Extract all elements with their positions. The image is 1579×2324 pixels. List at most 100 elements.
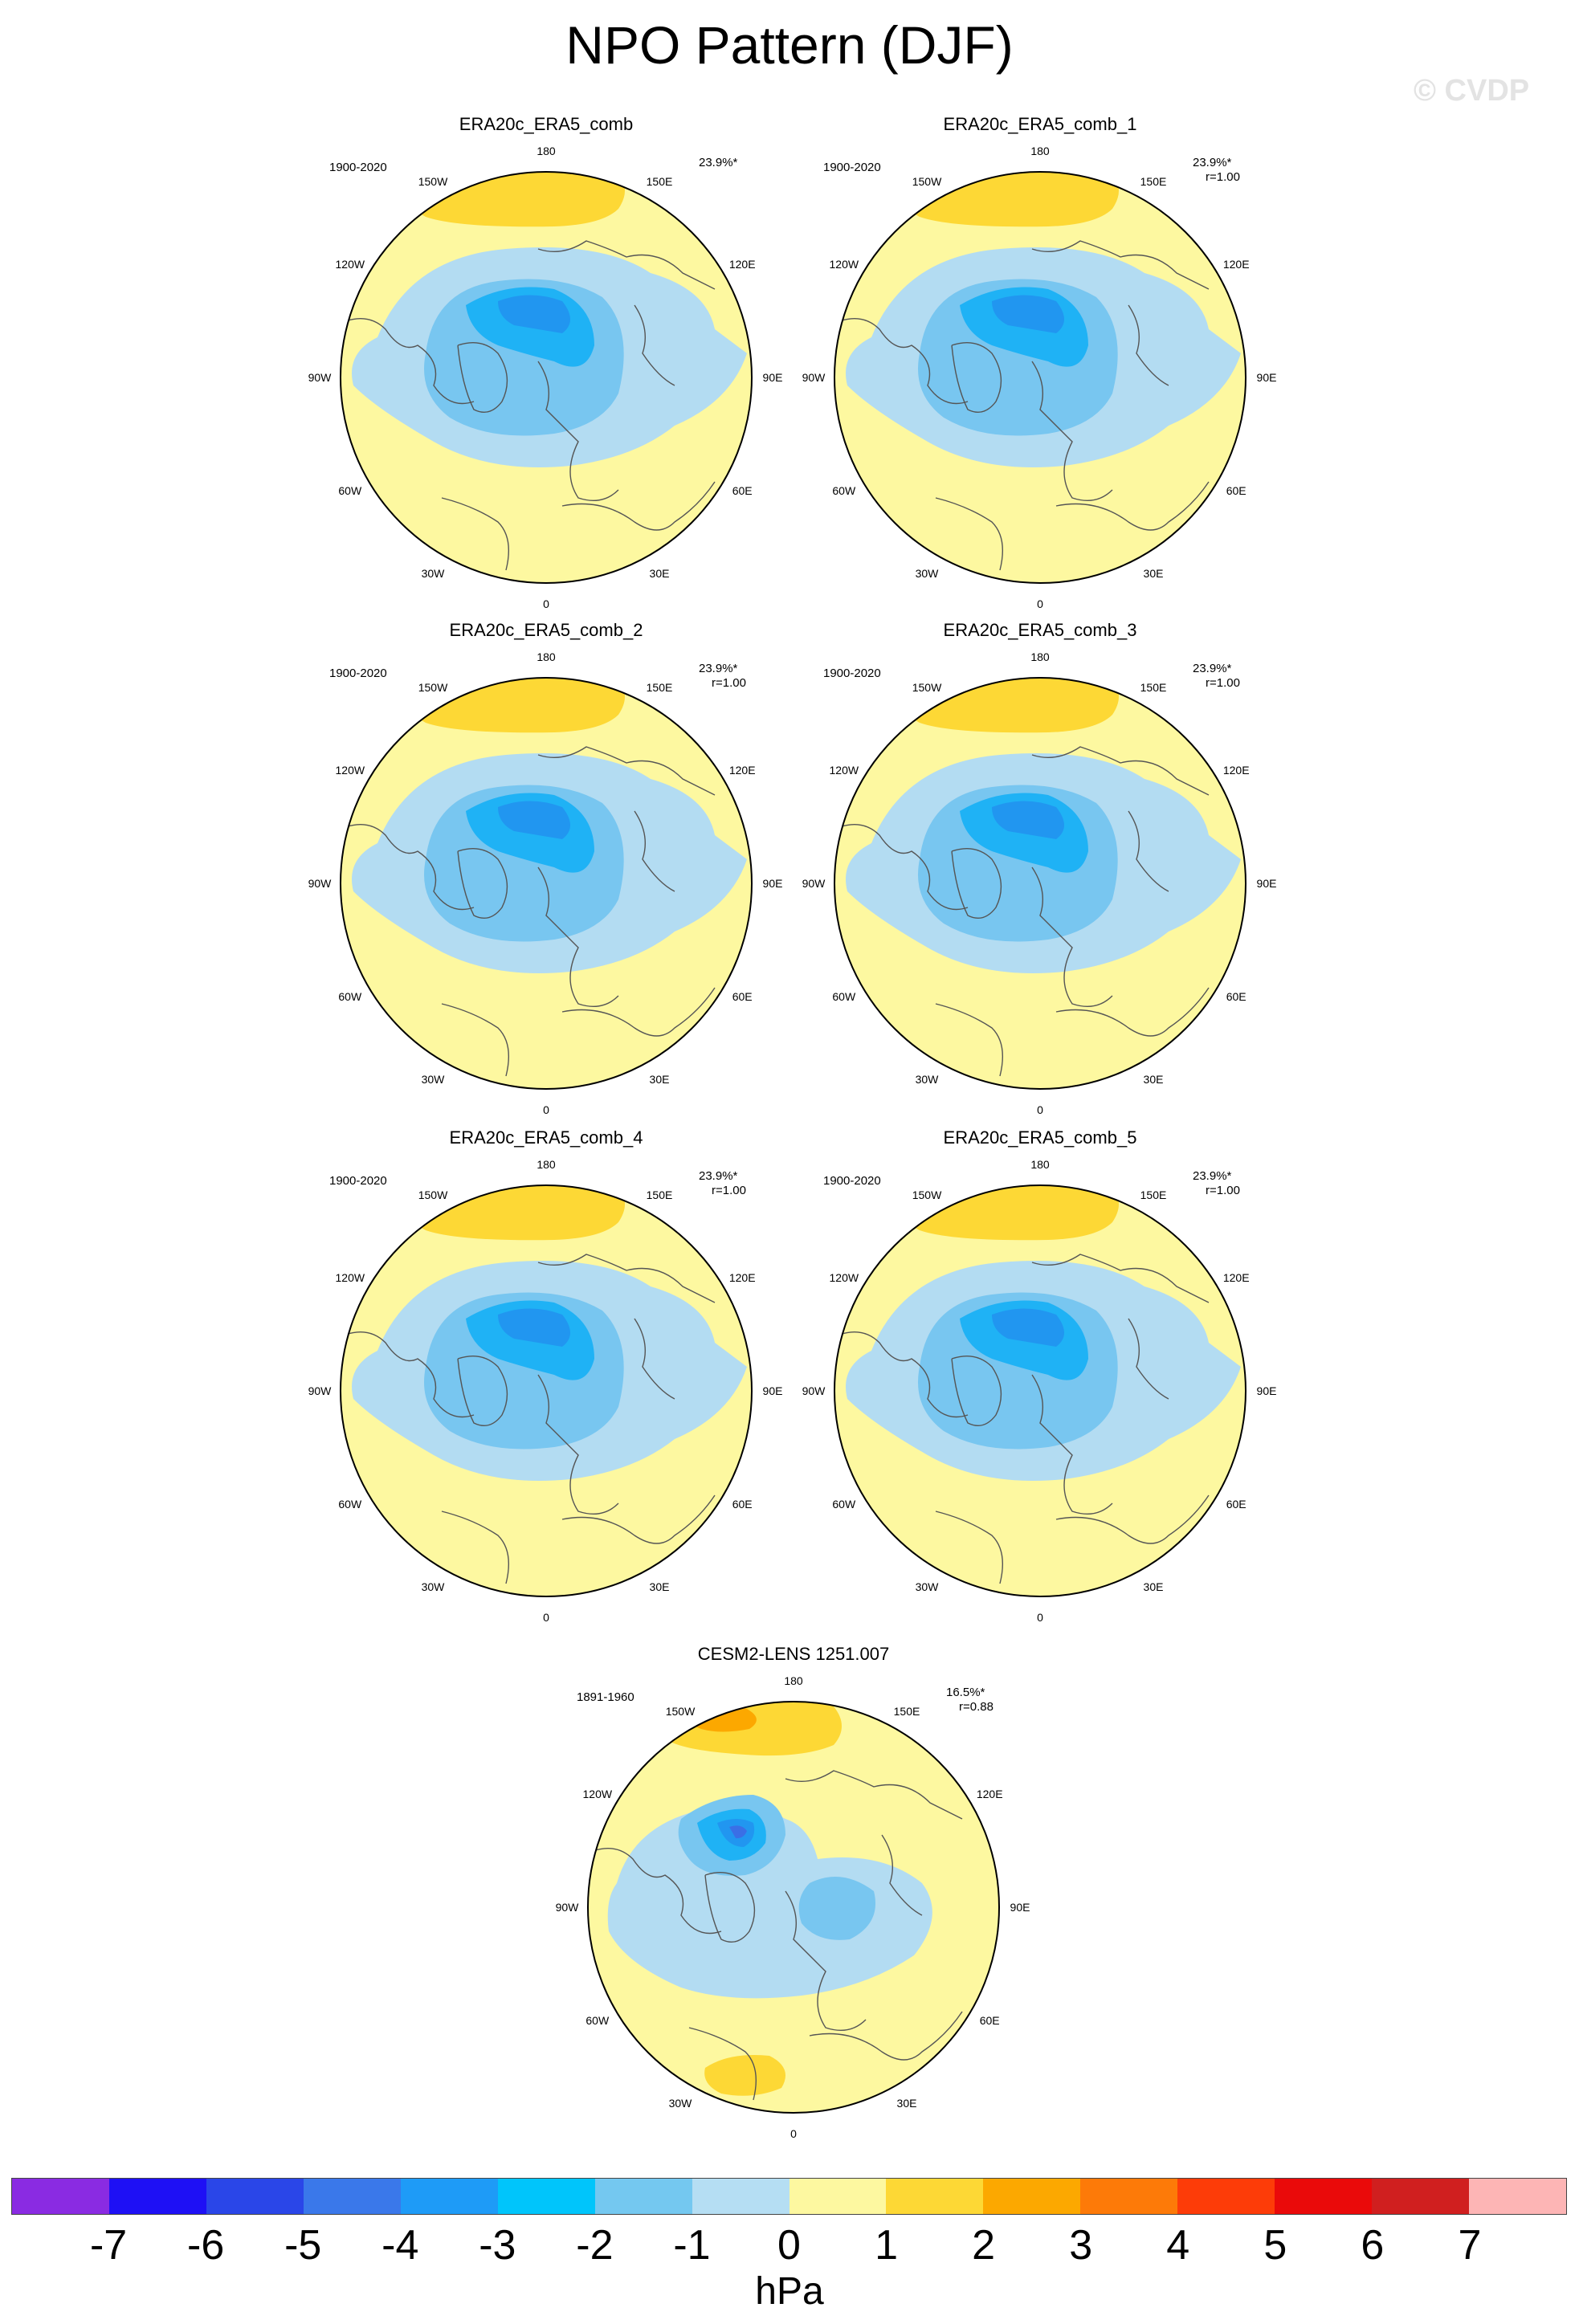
longitude-label: 60W (338, 484, 362, 497)
panel-correlation: r=1.00 (1206, 1184, 1240, 1197)
panel-percent: 23.9%* (1193, 1169, 1232, 1183)
map-panel: ERA20c_ERA5_comb 1900-2020 23.9%* 180 150E 1… (297, 114, 795, 618)
longitude-label: 150W (665, 1704, 696, 1718)
colorbar-tick-label: -1 (673, 2222, 711, 2269)
panel-percent: 23.9%* (1193, 662, 1232, 675)
longitude-label: 60E (1226, 1498, 1246, 1511)
panel-correlation: r=1.00 (712, 676, 746, 690)
longitude-label: 180 (1030, 1158, 1050, 1171)
panel-period: 1900-2020 (329, 667, 387, 680)
longitude-label: 120E (1222, 764, 1250, 777)
panel-percent: 23.9%* (699, 662, 738, 675)
panel-title: ERA20c_ERA5_comb (459, 114, 634, 134)
longitude-label: 90E (1256, 1384, 1277, 1397)
longitude-label: 30E (649, 1580, 670, 1594)
panel-period: 1900-2020 (329, 161, 387, 174)
colorbar-box (692, 2179, 790, 2214)
colorbar-tick-label: 7 (1458, 2222, 1482, 2269)
hemisphere-map (834, 171, 1246, 584)
colorbar-tick-label: -4 (381, 2222, 419, 2269)
longitude-label: 60W (338, 1498, 362, 1511)
longitude-label: 60W (832, 484, 856, 497)
longitude-label: 60E (1226, 990, 1246, 1003)
longitude-label: 120W (582, 1788, 613, 1800)
longitude-label: 120W (335, 1271, 365, 1284)
hemisphere-map (587, 1701, 1000, 2114)
longitude-label: 90E (762, 877, 783, 890)
colorbar-tick-label: -3 (479, 2222, 516, 2269)
panel-period: 1900-2020 (329, 1174, 387, 1188)
longitude-label: 150W (912, 1188, 942, 1201)
longitude-label: 30W (421, 1580, 445, 1594)
map-panel: ERA20c_ERA5_comb_5 1900-2020 23.9%* r=1.00… (791, 1127, 1289, 1632)
colorbar-box (983, 2179, 1081, 2214)
panel-correlation: r=1.00 (1206, 170, 1240, 184)
longitude-label: 30W (668, 2097, 692, 2110)
longitude-label: 150W (912, 174, 942, 188)
field-one-two (409, 678, 625, 733)
map-panel: ERA20c_ERA5_comb_3 1900-2020 23.9%* r=1.00… (791, 620, 1289, 1124)
figure-title: NPO Pattern (DJF) (565, 15, 1014, 75)
longitude-label: 150E (893, 1704, 920, 1718)
panel-percent: 16.5%* (946, 1686, 985, 1699)
longitude-label: 180 (537, 650, 556, 663)
longitude-label: 120E (976, 1788, 1003, 1800)
longitude-label: 180 (784, 1674, 803, 1687)
field-neg-three-four (992, 1308, 1064, 1347)
longitude-label: 150E (646, 1188, 673, 1201)
field-one-two (903, 678, 1119, 733)
coastlines (345, 240, 716, 571)
colorbar-box (12, 2179, 109, 2214)
colorbar-tick-label: -5 (284, 2222, 322, 2269)
longitude-label: 90E (1256, 371, 1277, 384)
longitude-label: 30W (915, 567, 939, 581)
longitude-label: 60E (732, 990, 753, 1003)
longitude-label: 120W (335, 764, 365, 777)
longitude-label: 120E (728, 764, 756, 777)
longitude-label: 90E (762, 1384, 783, 1397)
field-neg-three-four (498, 801, 570, 839)
map-border (834, 171, 1246, 584)
longitude-label: 60E (1226, 484, 1246, 497)
map-panel: CESM2-LENS 1251.007 (545, 1644, 1042, 2148)
longitude-label: 150E (646, 680, 673, 694)
longitude-label: 0 (543, 1611, 549, 1624)
colorbar-box (1469, 2179, 1566, 2214)
longitude-label: 150E (1140, 174, 1167, 188)
longitude-label: 30W (421, 567, 445, 581)
hemisphere-map (340, 171, 753, 584)
longitude-label: 150E (1140, 1188, 1167, 1201)
longitude-label: 30E (649, 567, 670, 581)
colorbar-box (1372, 2179, 1470, 2214)
colorbar-tick-label: 2 (972, 2222, 996, 2269)
longitude-label: 90W (555, 1901, 579, 1914)
longitude-label: 150W (418, 680, 448, 694)
colorbar-units: hPa (755, 2270, 824, 2313)
longitude-label: 0 (543, 1103, 549, 1116)
longitude-label: 120E (728, 1271, 756, 1284)
panel-period: 1900-2020 (823, 161, 881, 174)
colorbar-box (1080, 2179, 1178, 2214)
coastlines (345, 746, 716, 1077)
longitude-label: 120W (335, 258, 365, 271)
coastlines (592, 1770, 963, 2101)
longitude-label: 120E (1222, 258, 1250, 271)
map-border (834, 677, 1246, 1090)
longitude-label: 0 (1037, 1103, 1043, 1116)
map-panel: ERA20c_ERA5_comb_4 1900-2020 23.9%* r=1.00… (297, 1127, 795, 1632)
colorbar-tick-label: -6 (187, 2222, 225, 2269)
panel-percent: 23.9%* (699, 1169, 738, 1183)
coastlines (838, 1254, 1210, 1584)
longitude-label: 120E (728, 258, 756, 271)
longitude-label: 150E (1140, 680, 1167, 694)
panel-percent: 23.9%* (1193, 156, 1232, 169)
longitude-label: 30W (421, 1073, 445, 1087)
colorbar-tick-label: 5 (1263, 2222, 1287, 2269)
panel-title: ERA20c_ERA5_comb_5 (943, 1127, 1137, 1148)
colorbar-box (400, 2179, 498, 2214)
longitude-label: 120W (829, 258, 859, 271)
longitude-label: 30E (1143, 567, 1164, 581)
longitude-label: 30E (1143, 1073, 1164, 1087)
panel-correlation: r=0.88 (959, 1700, 994, 1714)
field-neg-three-four (992, 801, 1064, 839)
